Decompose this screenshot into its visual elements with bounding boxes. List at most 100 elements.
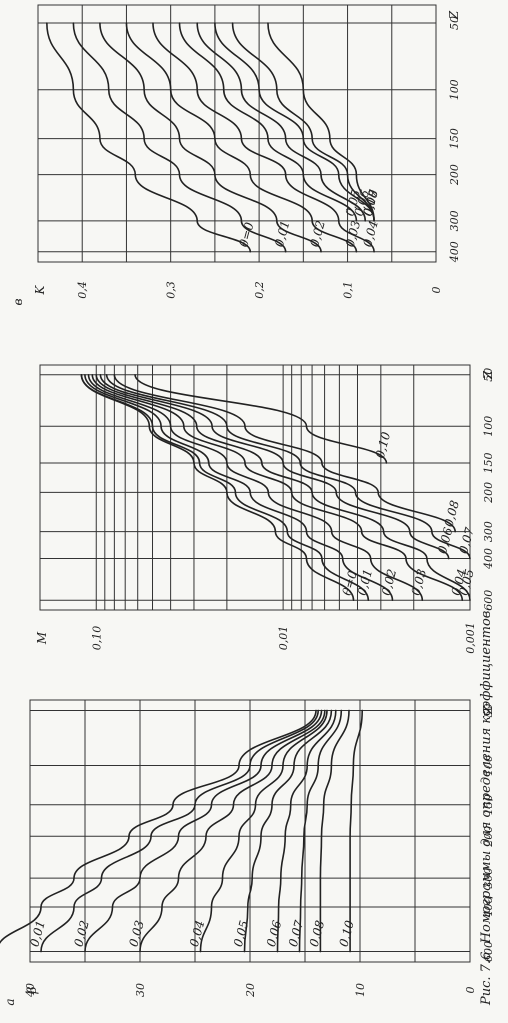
- series-curve: [84, 374, 394, 601]
- series-label: 0,04: [449, 568, 469, 597]
- series-curve: [199, 709, 328, 953]
- x-tick-label: 200: [448, 164, 461, 186]
- series-curve: [178, 22, 358, 222]
- series-curve: [72, 22, 287, 253]
- x-tick-label: 50: [482, 368, 495, 382]
- series-curve: [91, 374, 464, 601]
- x-axis-label: Z: [447, 10, 461, 20]
- chart-k: 50 100 150 200 300 400 Z 0 0,1 0,2 0,3 0,4 Kв θ=0 0,01…: [11, 4, 461, 305]
- x-tick-label: 600: [482, 590, 495, 611]
- series-curve: [298, 709, 343, 953]
- series-label: 0,07: [456, 526, 477, 556]
- y-tick-label: 0,001: [464, 622, 477, 654]
- series-curve: [46, 22, 252, 253]
- y-axis-label: M: [35, 631, 49, 645]
- series-curve: [267, 22, 375, 222]
- series-label: 0,10: [336, 919, 357, 949]
- series-label: 0,08: [442, 499, 463, 529]
- y-axis-label: K: [33, 284, 47, 295]
- series-curve: [134, 374, 388, 464]
- x-axis-label: Z: [481, 705, 495, 715]
- series-label: θ=0: [237, 220, 257, 248]
- series-curve: [40, 709, 319, 953]
- x-tick-label: 300: [448, 210, 461, 231]
- series-label: 0,01: [27, 919, 47, 948]
- x-tick-label: 150: [482, 453, 495, 474]
- series-curve: [349, 709, 363, 953]
- panel-label: а: [3, 998, 17, 1005]
- series-curve: [152, 22, 375, 253]
- series-label: 0,02: [307, 219, 327, 248]
- x-tick-label: 50: [448, 16, 461, 30]
- series-curve: [125, 22, 358, 253]
- series-label: 0,08: [307, 919, 328, 949]
- y-tick-label: 0,1: [342, 281, 355, 299]
- series-label: θ=0: [0, 920, 3, 948]
- y-tick-label: 0,4: [76, 281, 89, 299]
- figure-caption: Рис. 7.6. Номограммы для определения коэ…: [479, 611, 494, 1006]
- series-curve: [84, 709, 323, 953]
- y-axis-label: β: [25, 986, 39, 994]
- series-label: 0,01: [355, 568, 375, 597]
- series-curve: [196, 22, 367, 222]
- y-tick-label: 0,2: [253, 281, 266, 299]
- y-tick-label: 0,01: [277, 626, 290, 651]
- series-curve: [113, 374, 457, 533]
- y-tick-label: 10: [354, 983, 367, 997]
- x-tick-label: 100: [482, 416, 495, 437]
- chart-beta: 50 100 150 200 300 400 600 Z 0 10 20 30 40β а θ=0 0,01 0…: [0, 699, 495, 1006]
- x-tick-label: 100: [482, 755, 495, 776]
- x-tick-label: 150: [482, 794, 495, 815]
- series-curve: [87, 374, 424, 601]
- series-label: 0,03: [409, 567, 430, 597]
- series-curve: [99, 374, 450, 560]
- x-tick-label: 600: [482, 941, 495, 962]
- series-label: 0,10: [373, 430, 394, 460]
- y-tick-label: 0: [430, 287, 443, 294]
- x-tick-label: 400: [448, 241, 461, 263]
- x-axis-label: Z: [481, 370, 495, 380]
- series-label: 0,06: [352, 188, 373, 218]
- x-tick-label: 200: [482, 826, 495, 848]
- series-curve: [214, 22, 375, 222]
- y-tick-label: 20: [244, 983, 257, 998]
- y-tick-label: 0: [464, 987, 477, 994]
- series-curve: [0, 709, 317, 945]
- series-label: 0,03: [126, 919, 147, 949]
- series-curve: [95, 374, 471, 601]
- series-curve: [243, 709, 333, 953]
- series-label: 0,05: [456, 568, 476, 597]
- series-label: 0,10: [360, 188, 381, 218]
- series-label: 0,02: [379, 568, 399, 597]
- y-tick-label: 0,10: [90, 626, 103, 651]
- series-curve: [105, 374, 471, 560]
- series-label: 0,06: [264, 919, 285, 949]
- x-tick-label: 100: [448, 79, 461, 100]
- series-label: 0,01: [272, 219, 292, 248]
- x-tick-label: 50: [482, 703, 495, 717]
- x-tick-label: 300: [482, 868, 495, 889]
- series-curve: [99, 22, 322, 253]
- series-label: 0,05: [231, 919, 251, 948]
- series-label: θ=0: [340, 569, 360, 597]
- series-label: 0,02: [71, 919, 91, 948]
- series-label: 0,04: [360, 219, 380, 248]
- x-tick-label: 400: [482, 896, 495, 918]
- series-label: 0,03: [343, 219, 364, 249]
- x-tick-label: 300: [482, 521, 495, 542]
- series-curve: [319, 709, 350, 953]
- series-curve: [139, 709, 326, 953]
- x-tick-label: 400: [482, 548, 495, 570]
- series-curve: [80, 374, 370, 601]
- series-curve: [231, 22, 375, 222]
- chart-m: 50100150200300400600Z0,0010,010,10Mθ=00,…: [35, 364, 495, 654]
- y-tick-label: 30: [134, 983, 147, 997]
- y-tick-label: 40: [24, 983, 37, 998]
- panel-label: в: [11, 298, 25, 305]
- series-label: 0,07: [360, 188, 381, 218]
- x-tick-label: 200: [482, 482, 495, 504]
- series-curve: [80, 374, 355, 601]
- series-label: 0,08: [360, 188, 381, 218]
